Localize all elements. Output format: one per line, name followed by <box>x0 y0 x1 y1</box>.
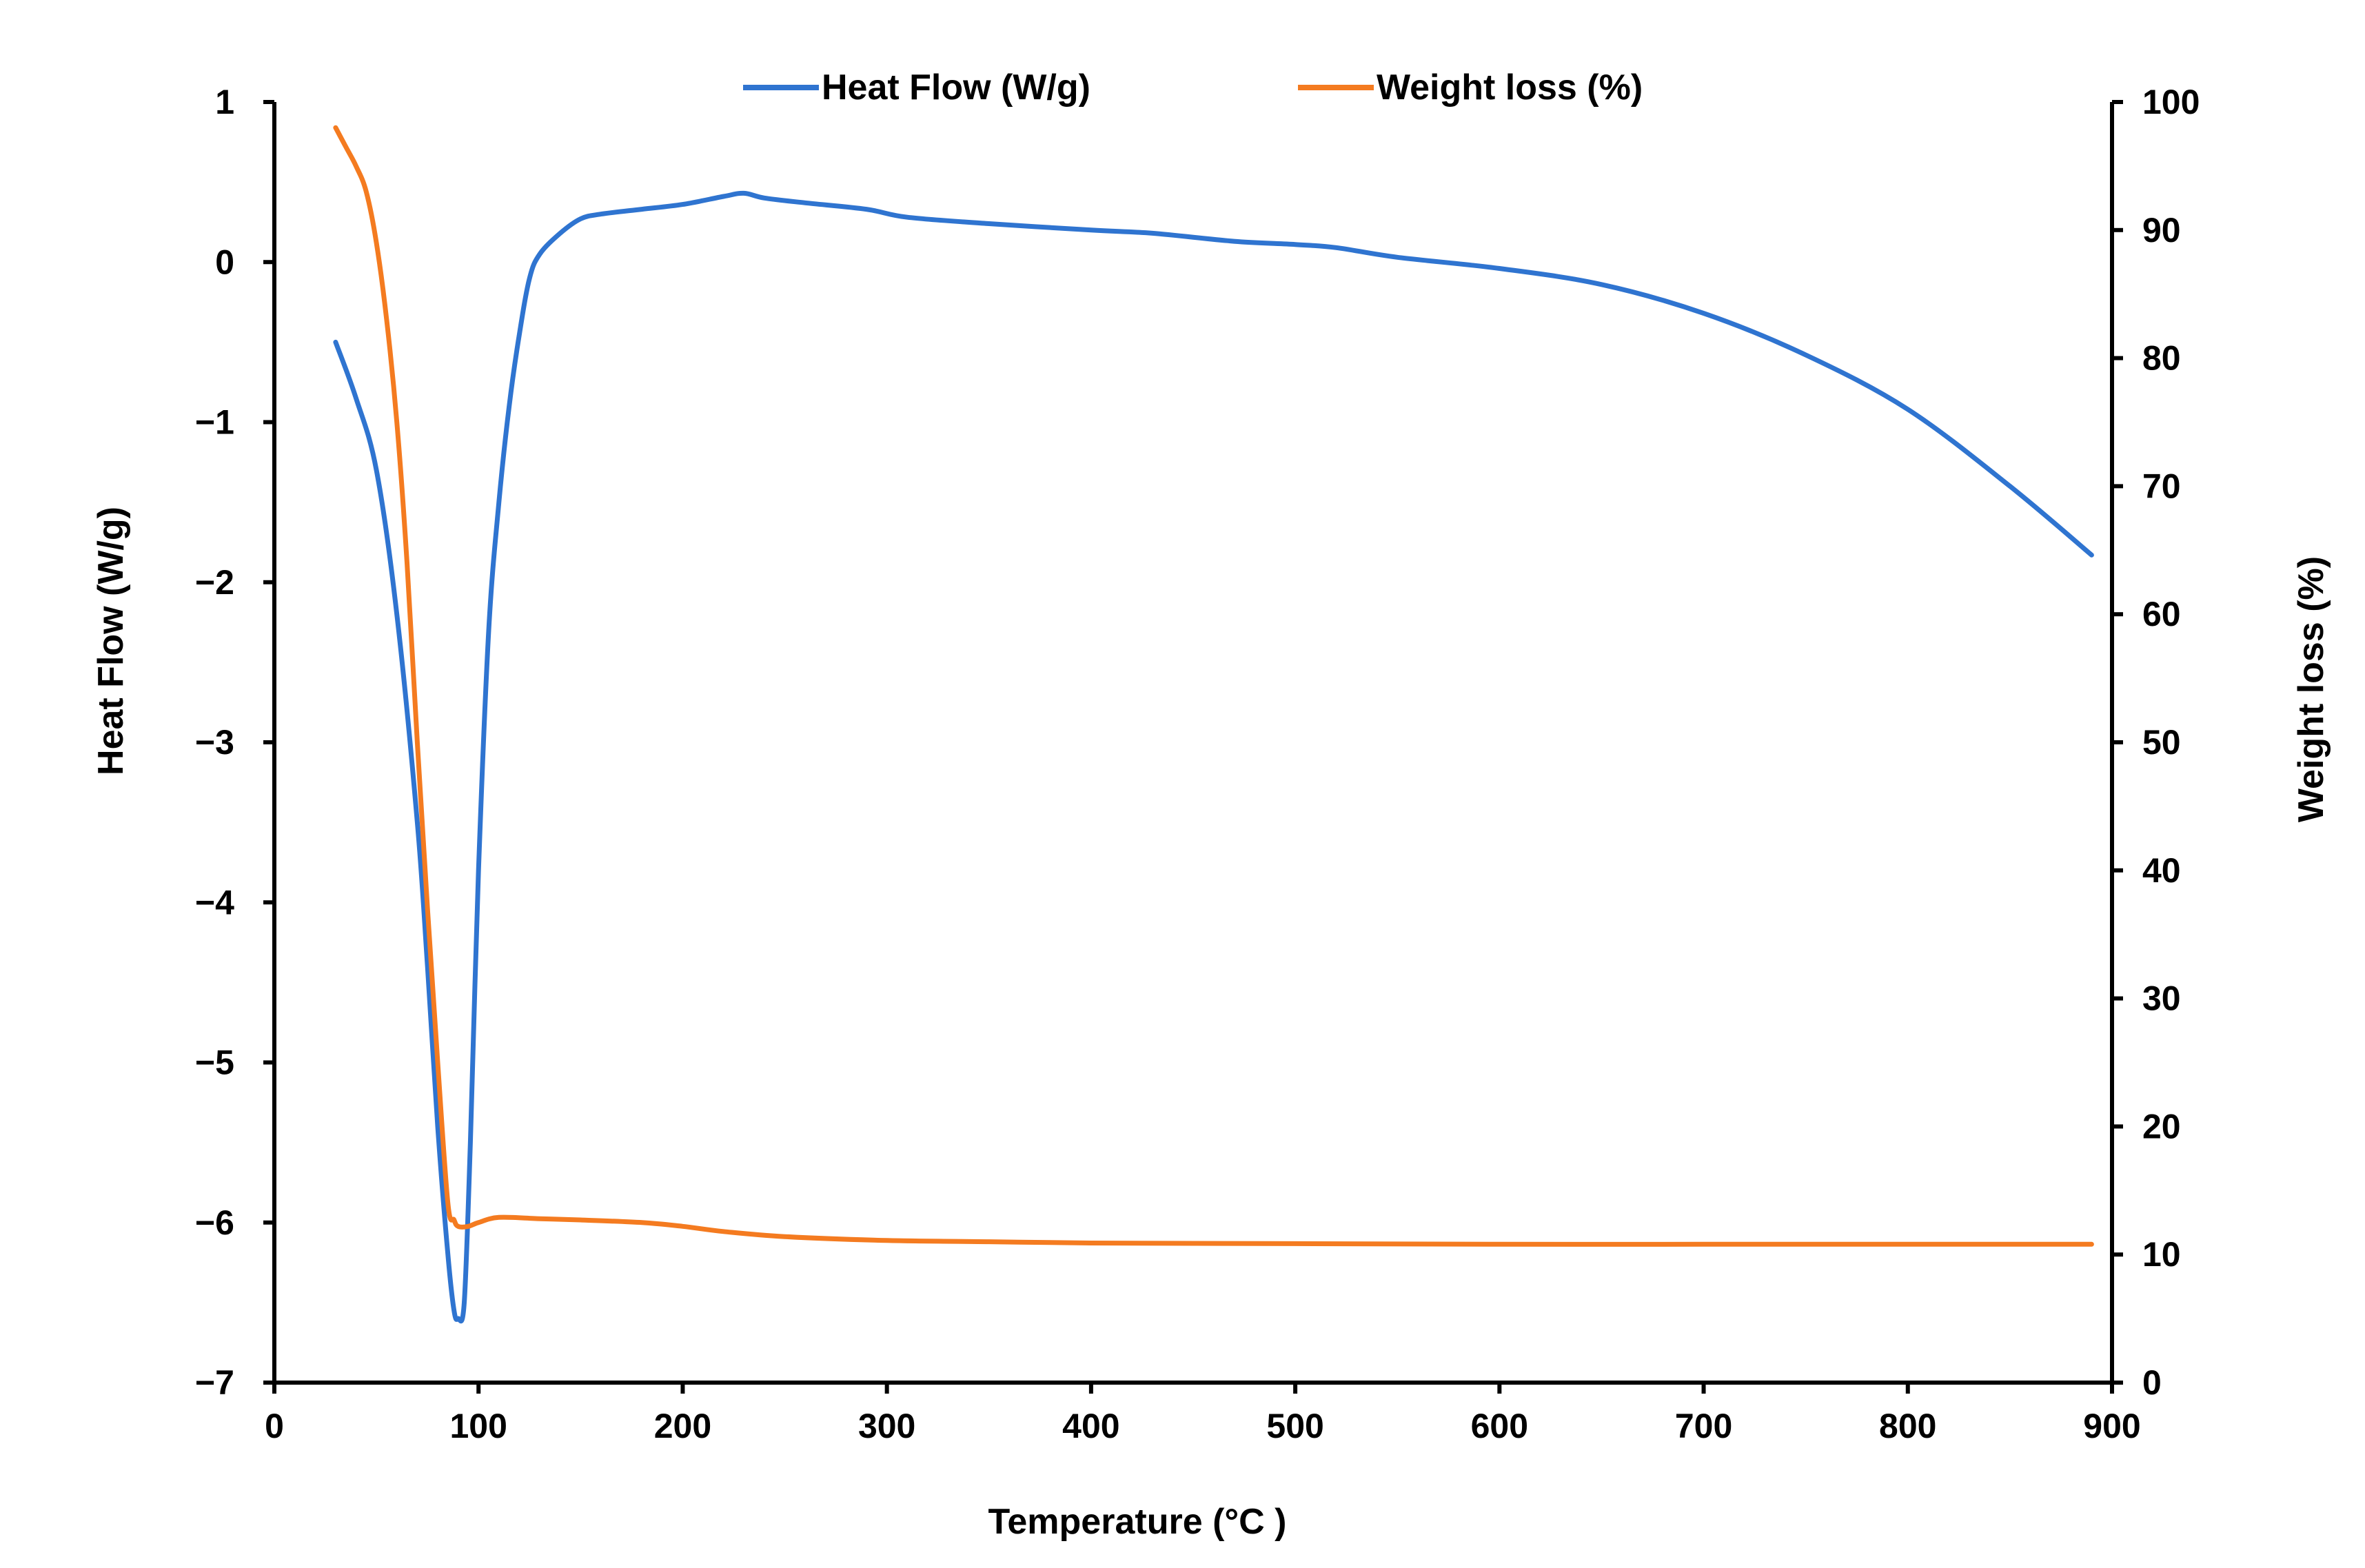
x-tick-label: 700 <box>1675 1407 1732 1445</box>
right-y-tick-label: 50 <box>2142 723 2181 762</box>
left-y-tick-label: −2 <box>195 563 234 602</box>
x-tick-label: 600 <box>1471 1407 1528 1445</box>
x-tick-label: 400 <box>1062 1407 1119 1445</box>
ticks <box>263 100 2123 1394</box>
x-tick-label: 0 <box>265 1407 284 1445</box>
left-y-tick-label: −5 <box>195 1043 234 1082</box>
x-tick-label: 900 <box>2083 1407 2140 1445</box>
legend: Heat Flow (W/g) Weight loss (%) <box>743 68 1643 108</box>
right-y-tick-label: 40 <box>2142 851 2181 890</box>
left-y-tick-label: −3 <box>195 723 234 762</box>
left-y-tick-label: −1 <box>195 403 234 442</box>
left-y-tick-label: 1 <box>215 83 234 121</box>
x-tick-label: 100 <box>450 1407 507 1445</box>
series-group <box>333 125 2094 1324</box>
series-line-heat-flow <box>333 190 2094 1324</box>
axes <box>272 102 2114 1385</box>
x-tick-label: 500 <box>1266 1407 1323 1445</box>
legend-label-heat-flow: Heat Flow (W/g) <box>822 68 1090 108</box>
right-y-tick-label: 30 <box>2142 979 2181 1018</box>
left-y-tick-label: −6 <box>195 1203 234 1242</box>
x-tick-label: 300 <box>858 1407 915 1445</box>
left-y-tick-label: −4 <box>195 883 234 922</box>
series-line-weight-loss <box>333 125 2094 1247</box>
right-y-axis-title: Weight loss (%) <box>2291 556 2331 822</box>
x-axis-title: Temperature (°C ) <box>988 1502 1286 1542</box>
right-y-tick-label: 70 <box>2142 467 2181 505</box>
right-y-tick-label: 20 <box>2142 1107 2181 1146</box>
right-y-tick-label: 10 <box>2142 1235 2181 1274</box>
right-y-tick-label: 80 <box>2142 339 2181 378</box>
right-y-tick-label: 0 <box>2142 1363 2162 1402</box>
right-y-tick-label: 60 <box>2142 595 2181 633</box>
x-tick-label: 800 <box>1879 1407 1936 1445</box>
left-y-tick-label: −7 <box>195 1363 234 1402</box>
right-y-tick-label: 90 <box>2142 211 2181 250</box>
x-tick-label: 200 <box>654 1407 711 1445</box>
tick-labels: 0 100 200 300 400 500 600 700 800 90010−1−2−3−4−5… <box>195 83 2200 1445</box>
left-y-axis-title: Heat Flow (W/g) <box>91 507 131 775</box>
left-y-tick-label: 0 <box>215 243 234 281</box>
right-y-tick-label: 100 <box>2142 83 2200 121</box>
legend-label-weight-loss: Weight loss (%) <box>1377 68 1643 108</box>
